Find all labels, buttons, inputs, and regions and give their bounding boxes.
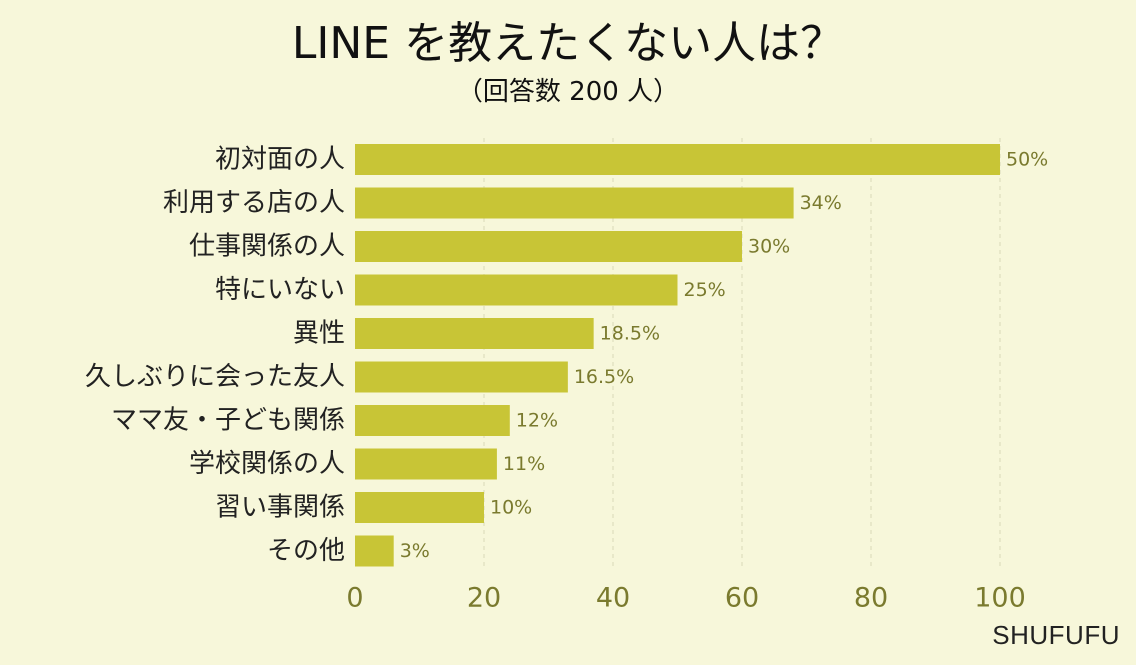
x-tick-label-0: 0	[346, 583, 363, 614]
category-label-9: その他	[267, 536, 345, 566]
bar-8	[355, 492, 484, 523]
watermark-logo: SHUFUFU	[992, 620, 1120, 650]
bar-0	[355, 144, 1000, 175]
bar-6	[355, 405, 510, 436]
bar-5	[355, 361, 568, 393]
data-label-3: 25%	[684, 279, 726, 301]
category-label-4: 異性	[293, 319, 345, 349]
data-label-8: 10%	[490, 497, 532, 519]
data-label-5: 16.5%	[574, 366, 634, 388]
x-tick-label-1: 20	[467, 583, 501, 614]
bar-9	[355, 535, 394, 567]
category-label-6: ママ友・子ども関係	[111, 406, 345, 436]
bar-1	[355, 187, 794, 219]
bar-3	[355, 274, 678, 306]
category-label-5: 久しぶりに会った友人	[85, 362, 345, 392]
category-label-8: 習い事関係	[215, 493, 345, 523]
chart-title: LINE を教えたくない人は？	[291, 18, 845, 69]
data-label-9: 3%	[400, 540, 430, 562]
data-label-6: 12%	[516, 410, 558, 432]
data-label-0: 50%	[1006, 149, 1048, 171]
category-label-2: 仕事関係の人	[189, 232, 345, 262]
data-label-2: 30%	[748, 236, 790, 258]
category-label-3: 特にいない	[215, 275, 345, 305]
data-label-1: 34%	[800, 192, 842, 214]
category-label-1: 利用する店の人	[163, 188, 345, 218]
bar-4	[355, 318, 594, 349]
chart-subtitle: （回答数 200 人）	[456, 77, 680, 107]
data-label-7: 11%	[503, 453, 545, 475]
bar-7	[355, 448, 497, 480]
category-label-0: 初対面の人	[215, 145, 345, 175]
data-label-4: 18.5%	[600, 323, 660, 345]
x-tick-label-2: 40	[596, 583, 630, 614]
x-tick-label-5: 100	[974, 583, 1026, 614]
x-tick-label-4: 80	[854, 583, 888, 614]
x-tick-label-3: 60	[725, 583, 759, 614]
bar-2	[355, 231, 742, 262]
category-label-7: 学校関係の人	[189, 449, 345, 479]
